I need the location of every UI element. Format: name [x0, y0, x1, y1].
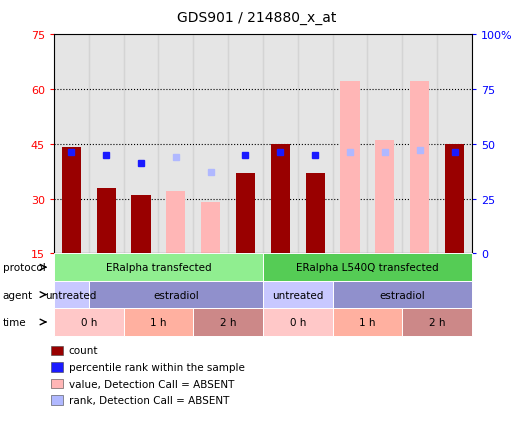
Text: time: time	[3, 317, 26, 327]
Text: count: count	[69, 346, 98, 355]
Text: 0 h: 0 h	[81, 317, 97, 327]
Bar	[62, 148, 81, 254]
Bar	[159, 35, 193, 254]
Text: protocol: protocol	[3, 263, 45, 273]
Bar	[236, 174, 255, 254]
Bar	[54, 35, 89, 254]
Bar	[341, 82, 360, 254]
Bar	[131, 195, 150, 254]
Bar	[367, 35, 402, 254]
Bar	[263, 35, 298, 254]
Text: 1 h: 1 h	[359, 317, 376, 327]
Bar	[124, 35, 159, 254]
Text: 2 h: 2 h	[429, 317, 445, 327]
Bar	[376, 141, 394, 254]
Text: value, Detection Call = ABSENT: value, Detection Call = ABSENT	[69, 379, 234, 388]
Text: untreated: untreated	[46, 290, 97, 300]
Text: untreated: untreated	[272, 290, 323, 300]
Text: GDS901 / 214880_x_at: GDS901 / 214880_x_at	[177, 11, 336, 25]
Text: 1 h: 1 h	[150, 317, 167, 327]
Bar	[201, 203, 220, 254]
Text: ERalpha L540Q transfected: ERalpha L540Q transfected	[296, 263, 439, 273]
Bar	[402, 35, 437, 254]
Text: ERalpha transfected: ERalpha transfected	[106, 263, 211, 273]
Text: estradiol: estradiol	[380, 290, 425, 300]
Text: percentile rank within the sample: percentile rank within the sample	[69, 362, 245, 372]
Bar	[437, 35, 472, 254]
Text: 2 h: 2 h	[220, 317, 236, 327]
Bar	[298, 35, 332, 254]
Bar	[271, 144, 290, 254]
Text: rank, Detection Call = ABSENT: rank, Detection Call = ABSENT	[69, 395, 229, 405]
Bar	[306, 174, 325, 254]
Bar	[96, 188, 116, 254]
Text: 0 h: 0 h	[289, 317, 306, 327]
Bar	[332, 35, 367, 254]
Bar	[445, 144, 464, 254]
Bar	[89, 35, 124, 254]
Bar	[228, 35, 263, 254]
Text: estradiol: estradiol	[153, 290, 199, 300]
Text: agent: agent	[3, 290, 33, 300]
Bar	[166, 192, 185, 254]
Bar	[410, 82, 429, 254]
Bar	[193, 35, 228, 254]
